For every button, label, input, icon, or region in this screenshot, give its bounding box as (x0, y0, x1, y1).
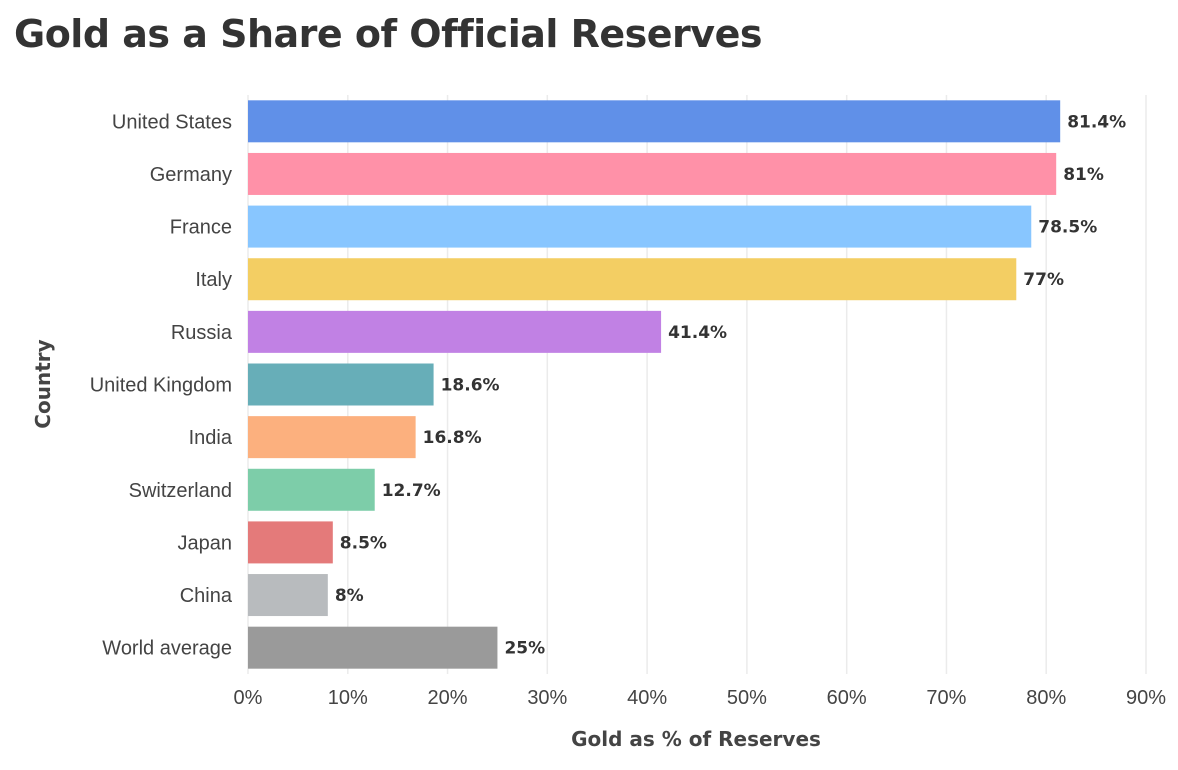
bar (248, 363, 434, 406)
bar (248, 626, 498, 669)
data-label: 8% (335, 586, 364, 606)
x-tick-label: 20% (428, 687, 468, 709)
data-label: 18.6% (441, 376, 500, 396)
value-labels: 81.4% 81% 78.5% 77% 41.4% 18.6% 16.8% 12.7% 8.5%… (335, 112, 1126, 658)
y-tick-label: United States (112, 111, 232, 133)
y-tick-label: France (170, 217, 232, 239)
bar (248, 468, 375, 511)
bars (248, 100, 1061, 669)
x-tick-label: 80% (1026, 687, 1066, 709)
y-axis-title: Country (31, 339, 55, 428)
y-tick-label: China (180, 585, 233, 607)
data-label: 25% (504, 639, 545, 659)
y-tick-label: Japan (178, 532, 233, 554)
bar (248, 310, 662, 353)
x-tick-label: 90% (1126, 687, 1166, 709)
bar (248, 205, 1032, 248)
y-tick-label: United Kingdom (90, 375, 232, 397)
y-tick-label: India (189, 427, 233, 449)
y-tick-label: Switzerland (129, 480, 232, 502)
data-label: 78.5% (1038, 218, 1097, 238)
bar (248, 574, 328, 617)
y-tick-label: Russia (171, 322, 233, 344)
bar (248, 416, 416, 459)
y-tick-label: World average (102, 638, 232, 660)
bar (248, 152, 1057, 195)
x-tick-label: 0% (234, 687, 263, 709)
x-tick-label: 10% (328, 687, 368, 709)
y-tick-label: Germany (150, 164, 232, 186)
bar (248, 258, 1017, 301)
data-label: 8.5% (340, 533, 387, 553)
data-label: 77% (1023, 270, 1064, 290)
y-axis-tick-labels: United States Germany France Italy Russia Uni… (90, 111, 233, 659)
data-label: 81.4% (1067, 112, 1126, 132)
x-axis-tick-labels: 0% 10% 20% 30% 40% 50% 60% 70% 80% 90% (234, 687, 1167, 709)
bar (248, 521, 333, 564)
data-label: 41.4% (668, 323, 727, 343)
data-label: 12.7% (382, 481, 441, 501)
x-tick-label: 70% (926, 687, 966, 709)
x-tick-label: 50% (727, 687, 767, 709)
chart-title: Gold as a Share of Official Reserves (14, 12, 762, 56)
bar (248, 100, 1061, 143)
y-tick-label: Italy (195, 269, 232, 291)
x-tick-label: 40% (627, 687, 667, 709)
x-tick-label: 30% (527, 687, 567, 709)
x-axis-title: Gold as % of Reserves (571, 727, 821, 751)
x-tick-label: 60% (827, 687, 867, 709)
data-label: 81% (1063, 165, 1104, 185)
data-label: 16.8% (423, 428, 482, 448)
